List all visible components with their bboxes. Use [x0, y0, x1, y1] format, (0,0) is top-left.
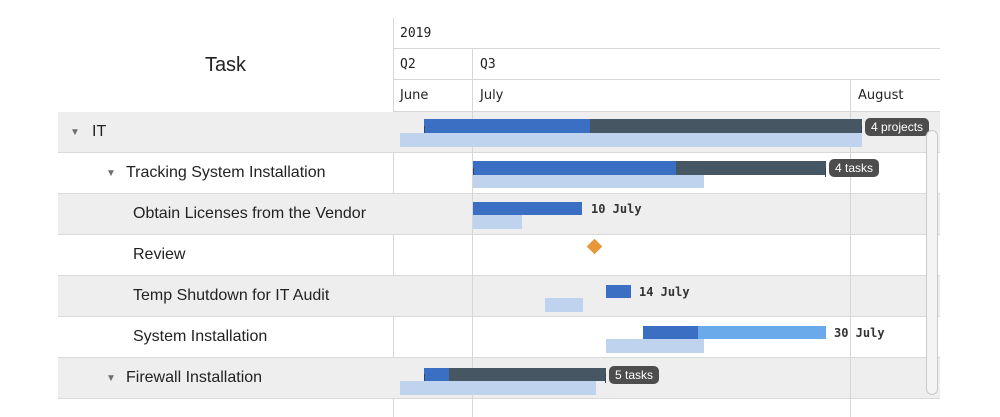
task-row-it[interactable]: ▼ IT: [58, 112, 393, 153]
summary-badge-text: 4 tasks: [835, 161, 874, 175]
quarter-header-row: Q2 Q3: [393, 49, 940, 80]
expand-triangle-icon[interactable]: ▼: [106, 167, 116, 179]
task-row-temp-shutdown[interactable]: Temp Shutdown for IT Audit: [58, 276, 393, 317]
task-list: ▼ IT ▼ Tracking System Installation Obta…: [58, 112, 393, 399]
summary-start-tick: [424, 126, 425, 135]
expand-triangle-icon[interactable]: ▼: [106, 372, 116, 384]
quarter-cell-q3: Q3: [472, 49, 496, 79]
summary-start-tick: [424, 374, 425, 383]
baseline-bar: [545, 298, 583, 312]
month-cell-june: June: [393, 80, 428, 111]
month-cell-july: July: [472, 80, 503, 111]
month-gridline: [472, 112, 473, 417]
summary-remaining-bar[interactable]: [449, 368, 606, 381]
baseline-bar: [473, 175, 704, 188]
summary-progress-bar[interactable]: [424, 119, 590, 133]
quarter-cell-q2: Q2: [393, 49, 416, 79]
timeline-body: 4 projects 4 tasks 10 July 14 July 30 Ju…: [393, 112, 940, 417]
task-label: Firewall Installation: [126, 369, 263, 386]
task-row-review[interactable]: Review: [58, 235, 393, 276]
summary-end-tick: [825, 168, 826, 177]
month-cell-august: August: [850, 80, 904, 111]
timeline-header: 2019 Q2 Q3 June July August: [393, 18, 940, 112]
timeline-row: [393, 399, 940, 417]
task-label: Temp Shutdown for IT Audit: [133, 287, 330, 304]
task-label: Obtain Licenses from the Vendor: [133, 205, 367, 222]
task-row-system-installation[interactable]: System Installation: [58, 317, 393, 358]
month-gridline: [850, 112, 851, 417]
summary-progress-bar[interactable]: [424, 368, 449, 381]
baseline-bar: [400, 133, 862, 147]
task-label: System Installation: [133, 328, 268, 345]
month-header-row: June July August: [393, 80, 940, 112]
summary-remaining-bar[interactable]: [676, 161, 826, 175]
vertical-scrollbar[interactable]: [926, 130, 938, 395]
task-row-obtain-licenses[interactable]: Obtain Licenses from the Vendor: [58, 194, 393, 235]
year-cell: 2019: [393, 18, 431, 48]
month-label: July: [480, 88, 504, 103]
timeline-row: [393, 153, 940, 194]
task-progress-bar[interactable]: [643, 326, 698, 339]
task-bar[interactable]: [473, 202, 582, 215]
task-bar[interactable]: [606, 285, 631, 298]
timeline-row: [393, 317, 940, 358]
task-label: Tracking System Installation: [126, 164, 326, 181]
baseline-bar: [473, 215, 522, 229]
task-remaining-bar[interactable]: [698, 326, 826, 339]
summary-progress-bar[interactable]: [473, 161, 676, 175]
month-label: August: [858, 88, 904, 103]
timeline-row: [393, 235, 940, 276]
summary-badge: 4 projects: [865, 118, 930, 136]
summary-badge-text: 5 tasks: [615, 368, 654, 382]
year-label: 2019: [400, 25, 432, 41]
expand-triangle-icon[interactable]: ▼: [70, 126, 80, 138]
task-label: Review: [133, 246, 186, 263]
month-label: June: [400, 88, 429, 103]
task-column-header: Task: [58, 18, 393, 113]
summary-start-tick: [473, 168, 474, 177]
timeline-row: [393, 276, 940, 317]
quarter-label: Q3: [480, 56, 496, 72]
task-end-date: 30 July: [834, 326, 885, 340]
task-column-title: Task: [204, 53, 247, 76]
baseline-bar: [606, 339, 704, 353]
summary-badge: 4 tasks: [829, 159, 880, 177]
task-row-tracking-system[interactable]: ▼ Tracking System Installation: [58, 153, 393, 194]
task-row-firewall-installation[interactable]: ▼ Firewall Installation: [58, 358, 393, 399]
task-end-date: 10 July: [591, 202, 642, 216]
summary-end-tick: [861, 126, 862, 135]
summary-end-tick: [605, 374, 606, 383]
summary-badge: 5 tasks: [609, 366, 660, 384]
summary-badge-text: 4 projects: [871, 120, 924, 134]
baseline-bar: [400, 381, 596, 395]
quarter-label: Q2: [400, 56, 416, 72]
year-header-row: 2019: [393, 18, 940, 49]
task-end-date: 14 July: [639, 285, 690, 299]
summary-remaining-bar[interactable]: [590, 119, 862, 133]
task-label: IT: [92, 123, 107, 140]
